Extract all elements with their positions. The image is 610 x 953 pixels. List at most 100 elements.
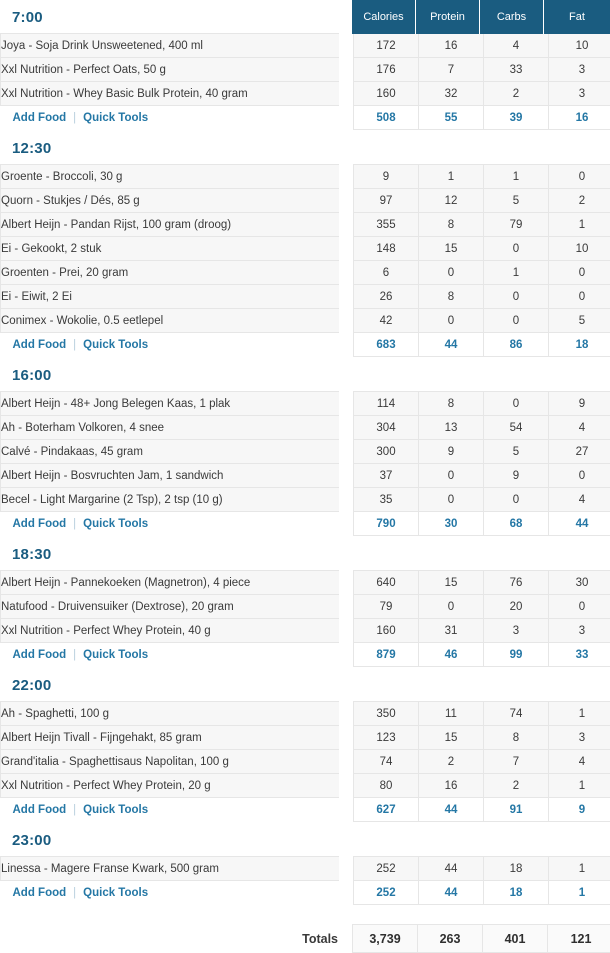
food-carbs: 79 <box>484 213 549 237</box>
spacer-cell <box>339 106 354 130</box>
add-food-link[interactable]: Add Food <box>13 339 67 351</box>
spacer-cell <box>339 58 354 82</box>
food-name[interactable]: Ei - Eiwit, 2 Ei <box>1 285 340 309</box>
food-calories: 97 <box>354 189 419 213</box>
add-food-link[interactable]: Add Food <box>13 518 67 530</box>
add-food-link[interactable]: Add Food <box>13 649 67 661</box>
nutrient-column-headers: Calories Protein Carbs Fat <box>352 0 610 34</box>
food-name[interactable]: Xxl Nutrition - Perfect Oats, 50 g <box>1 58 340 82</box>
spacer-cell <box>339 165 354 189</box>
food-name[interactable]: Natufood - Druivensuiker (Dextrose), 20 … <box>1 595 340 619</box>
food-name[interactable]: Linessa - Magere Franse Kwark, 500 gram <box>1 857 340 881</box>
action-separator: | <box>66 649 83 661</box>
food-name[interactable]: Albert Heijn - Pannekoeken (Magnetron), … <box>1 571 340 595</box>
action-separator: | <box>66 887 83 899</box>
food-fat: 1 <box>549 213 610 237</box>
food-fat: 0 <box>549 464 610 488</box>
food-carbs: 33 <box>484 58 549 82</box>
food-name[interactable]: Becel - Light Margarine (2 Tsp), 2 tsp (… <box>1 488 340 512</box>
food-name[interactable]: Groente - Broccoli, 30 g <box>1 165 340 189</box>
food-row[interactable]: Xxl Nutrition - Perfect Whey Protein, 40… <box>1 619 610 643</box>
food-carbs: 4 <box>484 34 549 58</box>
food-row[interactable]: Grand'italia - Spaghettisaus Napolitan, … <box>1 750 610 774</box>
subtotal-fat: 9 <box>549 798 610 822</box>
food-name[interactable]: Ei - Gekookt, 2 stuk <box>1 237 340 261</box>
food-row[interactable]: Albert Heijn - Pannekoeken (Magnetron), … <box>1 571 610 595</box>
food-fat: 5 <box>549 309 610 333</box>
food-protein: 16 <box>419 34 484 58</box>
food-name[interactable]: Quorn - Stukjes / Dés, 85 g <box>1 189 340 213</box>
food-name[interactable]: Grand'italia - Spaghettisaus Napolitan, … <box>1 750 340 774</box>
quick-tools-link[interactable]: Quick Tools <box>83 112 148 124</box>
food-name[interactable]: Albert Heijn - Bosvruchten Jam, 1 sandwi… <box>1 464 340 488</box>
food-name[interactable]: Xxl Nutrition - Perfect Whey Protein, 40… <box>1 619 340 643</box>
food-carbs: 5 <box>484 189 549 213</box>
food-carbs: 8 <box>484 726 549 750</box>
quick-tools-link[interactable]: Quick Tools <box>83 649 148 661</box>
food-row[interactable]: Xxl Nutrition - Perfect Whey Protein, 20… <box>1 774 610 798</box>
food-name[interactable]: Ah - Boterham Volkoren, 4 snee <box>1 416 340 440</box>
subtotal-calories: 790 <box>354 512 419 536</box>
food-protein: 31 <box>419 619 484 643</box>
meal-time-heading: 12:30 <box>0 130 610 164</box>
meal-time-heading: 22:00 <box>0 667 610 701</box>
spacer-cell <box>339 643 354 667</box>
food-carbs: 1 <box>484 165 549 189</box>
quick-tools-link[interactable]: Quick Tools <box>83 804 148 816</box>
food-row[interactable]: Natufood - Druivensuiker (Dextrose), 20 … <box>1 595 610 619</box>
food-calories: 80 <box>354 774 419 798</box>
food-row[interactable]: Albert Heijn Tivall - Fijngehakt, 85 gra… <box>1 726 610 750</box>
add-food-link[interactable]: Add Food <box>13 804 67 816</box>
food-name[interactable]: Ah - Spaghetti, 100 g <box>1 702 340 726</box>
quick-tools-link[interactable]: Quick Tools <box>83 887 148 899</box>
food-name[interactable]: Albert Heijn - 48+ Jong Belegen Kaas, 1 … <box>1 392 340 416</box>
food-name[interactable]: Joya - Soja Drink Unsweetened, 400 ml <box>1 34 340 58</box>
food-row[interactable]: Albert Heijn - 48+ Jong Belegen Kaas, 1 … <box>1 392 610 416</box>
subtotal-calories: 879 <box>354 643 419 667</box>
food-calories: 35 <box>354 488 419 512</box>
food-row[interactable]: Albert Heijn - Pandan Rijst, 100 gram (d… <box>1 213 610 237</box>
food-name[interactable]: Albert Heijn - Pandan Rijst, 100 gram (d… <box>1 213 340 237</box>
subtotal-protein: 44 <box>419 881 484 905</box>
food-row[interactable]: Albert Heijn - Bosvruchten Jam, 1 sandwi… <box>1 464 610 488</box>
food-name[interactable]: Albert Heijn Tivall - Fijngehakt, 85 gra… <box>1 726 340 750</box>
food-name[interactable]: Groenten - Prei, 20 gram <box>1 261 340 285</box>
food-name[interactable]: Xxl Nutrition - Perfect Whey Protein, 20… <box>1 774 340 798</box>
spacer-cell <box>339 440 354 464</box>
food-protein: 12 <box>419 189 484 213</box>
food-row[interactable]: Xxl Nutrition - Whey Basic Bulk Protein,… <box>1 82 610 106</box>
food-row[interactable]: Becel - Light Margarine (2 Tsp), 2 tsp (… <box>1 488 610 512</box>
quick-tools-link[interactable]: Quick Tools <box>83 518 148 530</box>
food-carbs: 0 <box>484 237 549 261</box>
food-carbs: 2 <box>484 82 549 106</box>
spacer-cell <box>339 774 354 798</box>
spacer-cell <box>339 237 354 261</box>
food-protein: 15 <box>419 571 484 595</box>
food-name[interactable]: Xxl Nutrition - Whey Basic Bulk Protein,… <box>1 82 340 106</box>
add-food-link[interactable]: Add Food <box>13 887 67 899</box>
add-food-link[interactable]: Add Food <box>13 112 67 124</box>
food-name[interactable]: Conimex - Wokolie, 0.5 eetlepel <box>1 309 340 333</box>
food-protein: 8 <box>419 392 484 416</box>
subtotal-carbs: 39 <box>484 106 549 130</box>
food-fat: 4 <box>549 416 610 440</box>
total-fat: 121 <box>548 925 610 953</box>
spacer-cell <box>339 416 354 440</box>
food-name[interactable]: Calvé - Pindakaas, 45 gram <box>1 440 340 464</box>
quick-tools-link[interactable]: Quick Tools <box>83 339 148 351</box>
